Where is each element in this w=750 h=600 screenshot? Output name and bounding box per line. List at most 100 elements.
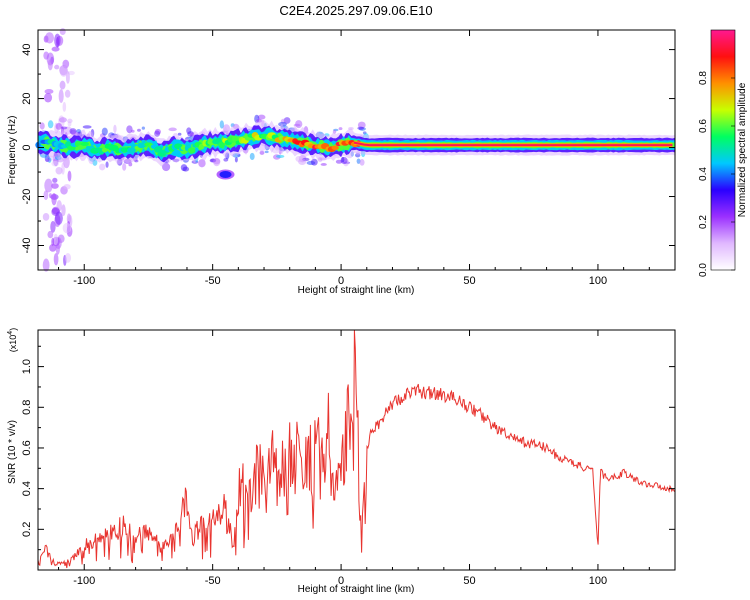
spectrogram-noise-blob [264, 150, 269, 154]
spectrogram-ridge-core [77, 144, 86, 150]
colorbar-tick-label: 0.0 [698, 263, 709, 277]
spectrogram-noise-blob [141, 126, 145, 130]
spectrogram-noise-blob [55, 167, 63, 175]
spectrogram-noise-blob [61, 204, 66, 217]
spectrogram-noise-blob [219, 120, 224, 129]
spectrogram-y-label: Frequency (Hz) [7, 116, 18, 185]
spectrogram-noise-blob [63, 183, 71, 190]
spectrogram-y-ticks: -40 -20 0 20 40 [21, 43, 675, 271]
spectrogram-y-tick-label: 0 [21, 144, 33, 150]
spectrogram-noise-blob [64, 89, 71, 98]
spectrogram-noise-blob [338, 127, 343, 131]
spectrogram-noise-blob [59, 80, 66, 90]
spectrogram-noise-blob [137, 128, 141, 132]
colorbar-ticks: 0.0 0.2 0.4 0.6 0.8 [698, 71, 735, 277]
snr-x-tick-label: 100 [589, 575, 607, 587]
snr-x-ticks: -100 -50 0 50 100 [58, 330, 676, 587]
spectrogram-ridge-core [331, 145, 339, 151]
spectrogram-noise-blob [52, 177, 58, 183]
spectrogram-noise-blob [259, 150, 265, 155]
snr-y-tick-label: 0.6 [21, 440, 33, 455]
spectrogram-noise-blob [62, 222, 72, 234]
spectrogram-ridge-core [231, 135, 239, 143]
colorbar-tick-label: 0.2 [698, 215, 709, 229]
spectrogram-panel: -100 -50 0 50 100 -40 -20 0 20 40 Height of stra… [7, 28, 676, 296]
spectrogram-ridge-core [127, 147, 136, 154]
spectrogram-y-tick-label: 40 [21, 43, 33, 55]
spectrogram-noise-blob [55, 123, 63, 130]
spectrogram-noise-blob [49, 244, 57, 252]
spectrogram-noise-blob [42, 258, 50, 272]
spectrogram-noise-blob [57, 234, 65, 243]
spectrogram-noise-blob [59, 65, 68, 77]
spectrogram-noise-blob [43, 190, 49, 201]
snr-x-tick-label: 0 [338, 575, 344, 587]
spectrogram-ridge-core [154, 146, 163, 153]
spectrogram-noise-blob [122, 163, 127, 171]
spectrogram-noise-blob [67, 170, 72, 182]
spectrogram-noise-blob [234, 157, 238, 163]
spectrogram-noise-blob [44, 92, 53, 103]
colorbar-tick-label: 0.4 [698, 167, 709, 181]
spectrogram-noise-blob [177, 132, 182, 136]
spectrogram-ridge-peak-line [353, 141, 673, 147]
snr-series-line [37, 329, 675, 569]
spectrogram-x-label: Height of straight line (km) [298, 285, 415, 296]
spectrogram-noise-blob [320, 163, 327, 166]
spectrogram-noise-blob [356, 158, 361, 164]
snr-background [38, 330, 675, 570]
spectrogram-noise-blob [51, 46, 60, 52]
spectrogram-noise-blob [51, 183, 59, 189]
snr-y-tick-label: 0.8 [21, 400, 33, 415]
spectrogram-noise-blob [293, 123, 301, 127]
spectrogram-x-ticks: -100 -50 0 50 100 [58, 30, 676, 287]
spectrogram-noise-blob [101, 127, 108, 136]
spectrogram-noise-blob [44, 178, 53, 193]
spectrogram-noise-blob [341, 156, 345, 163]
spectrogram-noise-blob [39, 122, 45, 130]
snr-x-tick-label: 50 [463, 575, 475, 587]
spectrogram-noise-blob [53, 253, 59, 266]
spectrogram-noise-blob [55, 243, 60, 255]
spectrogram-ridge-layer [35, 120, 675, 180]
spectrogram-noise-blob [54, 64, 60, 70]
spectrogram-noise-blob [58, 89, 64, 103]
spectrogram-noise-blob [295, 155, 303, 162]
snr-y-label: SNR (10 * v/v) [7, 420, 18, 484]
spectrogram-x-tick-label: -100 [73, 275, 95, 287]
spectrogram-ridge-core [101, 147, 108, 153]
spectrogram-noise-blob [113, 124, 117, 134]
snr-x-tick-label: -50 [205, 575, 221, 587]
snr-x-tick-label: -100 [73, 575, 95, 587]
spectrogram-x-tick-label: 100 [589, 275, 607, 287]
spectrogram-noise-blob [50, 220, 56, 233]
spectrogram-noise-blob [64, 253, 72, 263]
colorbar-frame [710, 29, 736, 271]
spectrogram-isolated-blob [219, 170, 232, 178]
spectrogram-noise-blob [276, 154, 285, 159]
spectrogram-noise-blob [54, 33, 61, 48]
spectrogram-noise-blob [67, 118, 73, 124]
spectrogram-noise-blob [44, 89, 54, 94]
spectrogram-noise-blob [47, 230, 54, 239]
spectrogram-noise-blob [130, 129, 135, 133]
spectrogram-noise-blob [47, 59, 53, 71]
spectrogram-noise-blob [249, 152, 255, 161]
snr-panel: -100 -50 0 50 100 0.2 0.4 0.6 0.8 1.0 Height of … [7, 328, 676, 595]
spectrogram-x-tick-label: -50 [205, 275, 221, 287]
snr-y-ticks: 0.2 0.4 0.6 0.8 1.0 [21, 345, 675, 551]
spectrogram-frame [37, 29, 676, 271]
spectrogram-ridge-core [187, 147, 196, 154]
spectrogram-noise-blob [278, 121, 287, 127]
spectrogram-noise-blob [45, 158, 52, 162]
spectrogram-x-tick-label: 50 [463, 275, 475, 287]
spectrogram-noise-blob [53, 233, 59, 246]
spectrogram-noise-blob [213, 157, 221, 167]
spectrogram-noise-blob [45, 32, 55, 44]
spectrogram-noise-blob [51, 237, 55, 247]
figure-title: C2E4.2025.297.09.06.E10 [279, 3, 432, 18]
spectrogram-noise-blob [182, 166, 190, 172]
spectrogram-noise-blob [54, 211, 63, 225]
snr-frame [37, 329, 676, 571]
